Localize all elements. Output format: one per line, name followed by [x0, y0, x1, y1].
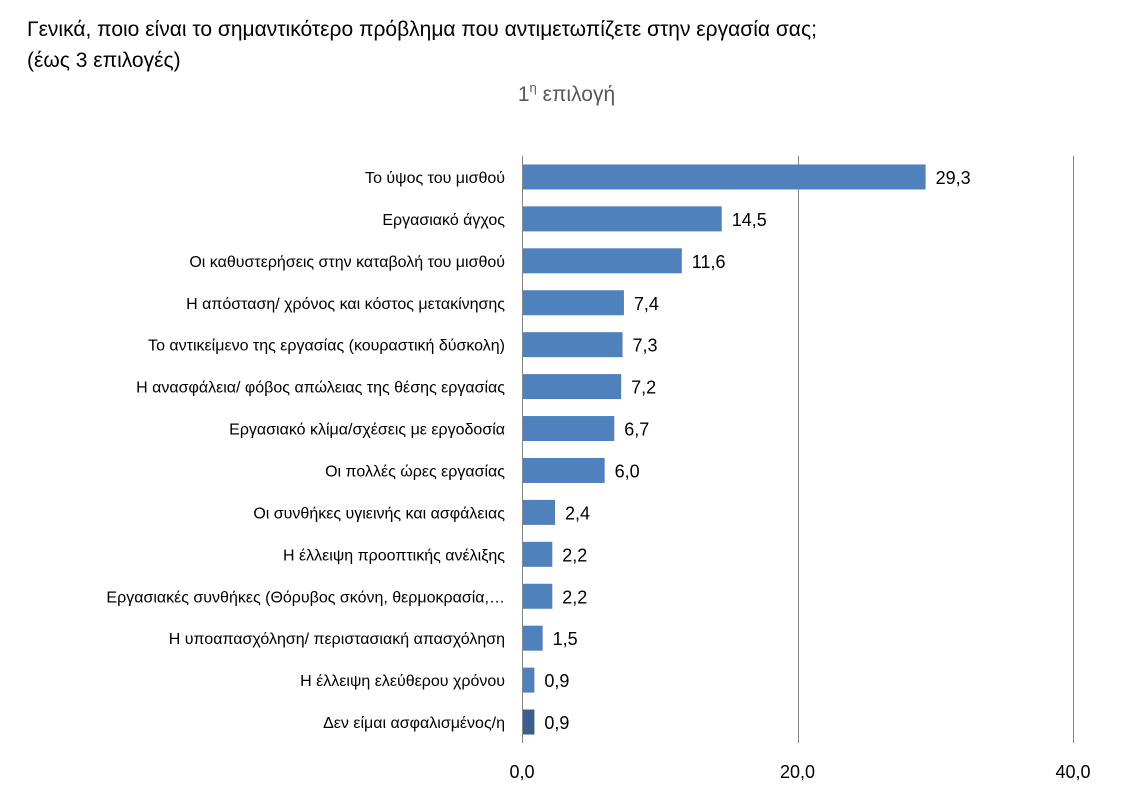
category-label-10: Εργασιακές συνθήκες (Θόρυβος σκόνη, θερμ…	[106, 589, 505, 606]
chart-title-superscript: η	[529, 80, 537, 95]
value-label-5: 7,2	[631, 378, 656, 398]
bar-13	[522, 709, 535, 735]
category-label-5: Η ανασφάλεια/ φόβος απώλειας της θέσης ε…	[136, 380, 505, 397]
value-label-12: 0,9	[544, 671, 569, 691]
value-label-4: 7,3	[633, 336, 658, 356]
category-label-8: Οι συνθήκες υγιεινής και ασφάλειας	[253, 505, 505, 522]
category-label-4: Το αντικείμενο της εργασίας (κουραστική …	[148, 338, 505, 355]
x-tick-label-2: 40,0	[1055, 762, 1090, 782]
question-line-1: Γενικά, ποιο είναι το σημαντικότερο πρόβ…	[27, 18, 817, 41]
value-label-11: 1,5	[553, 629, 578, 649]
category-label-9: Η έλλειψη προοπτικής ανέλιξης	[283, 547, 505, 564]
bar-6	[522, 416, 615, 442]
category-label-13: Δεν είμαι ασφαλισμένος/η	[323, 715, 505, 732]
category-label-1: Εργασιακό άγχος	[382, 212, 505, 229]
bar-9	[522, 541, 553, 567]
bar-0	[522, 164, 926, 190]
bar-10	[522, 583, 553, 609]
bar-5	[522, 374, 622, 400]
x-tick-label-1: 20,0	[780, 762, 815, 782]
bar-4	[522, 332, 623, 358]
value-label-1: 14,5	[732, 210, 767, 230]
value-label-9: 2,2	[562, 545, 587, 565]
category-label-3: Η απόσταση/ χρόνος και κόστος μετακίνηση…	[186, 296, 505, 313]
bar-3	[522, 290, 624, 316]
value-label-3: 7,4	[634, 294, 659, 314]
value-label-8: 2,4	[565, 503, 590, 523]
x-tick-label-0: 0,0	[509, 762, 534, 782]
bar-1	[522, 206, 722, 232]
value-label-7: 6,0	[615, 461, 640, 481]
bar-8	[522, 499, 556, 525]
chart-title-text: επιλογή	[536, 83, 616, 106]
value-label-0: 29,3	[936, 168, 971, 188]
bar-12	[522, 667, 535, 693]
chart-title-number: 1	[517, 83, 530, 106]
bar-11	[522, 625, 543, 651]
value-label-13: 0,9	[544, 713, 569, 733]
chart-title: 1η επιλογή	[0, 80, 1133, 107]
category-label-0: Το ύψος του μισθού	[365, 170, 505, 187]
value-label-2: 11,6	[692, 252, 726, 272]
category-label-6: Εργασιακό κλίμα/σχέσεις με εργοδοσία	[229, 422, 505, 439]
category-label-2: Οι καθυστερήσεις στην καταβολή του μισθο…	[189, 254, 505, 271]
value-label-10: 2,2	[562, 587, 587, 607]
bar-2	[522, 248, 682, 274]
category-label-12: Η έλλειψη ελεύθερου χρόνου	[300, 673, 505, 690]
question-text: Γενικά, ποιο είναι το σημαντικότερο πρόβ…	[27, 14, 817, 76]
question-line-2: (έως 3 επιλογές)	[27, 49, 181, 72]
category-label-7: Οι πολλές ώρες εργασίας	[325, 463, 505, 480]
value-label-6: 6,7	[624, 420, 649, 440]
category-label-11: Η υποαπασχόληση/ περιστασιακή απασχόληση	[169, 631, 505, 648]
bar-7	[522, 457, 605, 483]
